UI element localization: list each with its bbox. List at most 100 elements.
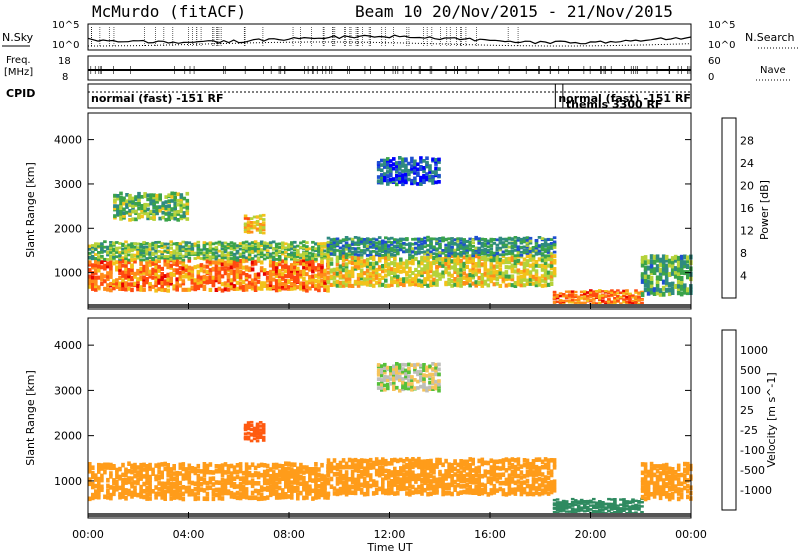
heatmap-cell xyxy=(438,237,442,240)
heatmap-cell xyxy=(520,254,524,257)
heatmap-cell xyxy=(520,481,524,486)
heatmap-cell xyxy=(357,256,361,260)
heatmap-cell xyxy=(278,243,282,246)
heatmap-cell xyxy=(357,469,361,474)
heatmap-cell xyxy=(320,463,324,468)
heatmap-cell xyxy=(97,489,101,494)
heatmap-cell xyxy=(157,255,161,258)
heatmap-cell xyxy=(399,282,403,286)
heatmap-cell xyxy=(197,251,201,254)
heatmap-cell xyxy=(330,477,334,482)
heatmap-cell xyxy=(357,480,361,485)
y-tick-label: 3000 xyxy=(54,178,82,191)
heatmap-cell xyxy=(91,465,95,470)
heatmap-cell xyxy=(100,478,104,483)
colorbar-tick-label: 16 xyxy=(740,202,754,215)
heatmap-cell xyxy=(520,283,524,287)
nsky-label: N.Sky xyxy=(2,31,34,44)
heatmap-cell xyxy=(197,241,201,244)
heatmap-cell xyxy=(317,242,321,245)
heatmap-cell xyxy=(419,182,423,186)
heatmap-cell xyxy=(136,243,140,246)
heatmap-cell xyxy=(103,470,107,475)
heatmap-cell xyxy=(459,259,463,263)
heatmap-cell xyxy=(574,291,578,293)
heatmap-cell xyxy=(158,193,162,197)
heatmap-cell xyxy=(398,171,402,175)
heatmap-cell xyxy=(559,501,563,503)
heatmap-cell xyxy=(136,465,140,470)
heatmap-cell xyxy=(538,250,542,253)
heatmap-cell xyxy=(296,492,300,497)
heatmap-cell xyxy=(109,471,113,476)
heatmap-cell xyxy=(438,484,442,489)
heatmap-cell xyxy=(441,274,445,278)
heatmap-cell xyxy=(499,271,503,275)
heatmap-cell xyxy=(598,297,602,299)
heatmap-cell xyxy=(490,247,494,250)
y-tick-label: 2000 xyxy=(54,222,82,235)
heatmap-cell xyxy=(438,470,442,475)
heatmap-cell xyxy=(157,463,161,468)
heatmap-cell xyxy=(499,459,503,464)
heatmap-cell xyxy=(477,474,481,479)
heatmap-cell xyxy=(502,462,506,467)
heatmap-cell xyxy=(116,204,120,208)
heatmap-cell xyxy=(257,257,261,260)
heatmap-cell xyxy=(151,468,155,473)
heatmap-cell xyxy=(357,237,361,240)
heatmap-cell xyxy=(680,276,684,281)
heatmap-cell xyxy=(333,458,337,463)
heatmap-cell xyxy=(559,295,563,297)
heatmap-cell xyxy=(116,194,120,198)
heatmap-cell xyxy=(402,283,406,287)
heatmap-cell xyxy=(628,510,632,512)
station-title: McMurdo (fitACF) xyxy=(92,2,246,21)
colorbar-tick-label: 28 xyxy=(740,135,754,148)
heatmap-cell xyxy=(317,279,321,283)
heatmap-cell xyxy=(398,161,402,165)
heatmap-cell xyxy=(399,244,403,247)
heatmap-cell xyxy=(459,251,463,254)
heatmap-cell xyxy=(148,496,152,501)
heatmap-cell xyxy=(97,477,101,482)
heatmap-cell xyxy=(580,294,584,296)
heatmap-cell xyxy=(293,241,297,244)
heatmap-cell xyxy=(438,477,442,482)
heatmap-cell xyxy=(296,285,300,289)
heatmap-cell xyxy=(176,203,180,207)
heatmap-cell xyxy=(155,212,159,216)
heatmap-cell xyxy=(417,238,421,241)
heatmap-cell xyxy=(417,457,421,462)
heatmap-cell xyxy=(236,470,240,475)
heatmap-cell xyxy=(157,481,161,486)
heatmap-cell xyxy=(437,379,441,383)
heatmap-cell xyxy=(157,287,161,291)
heatmap-cell xyxy=(538,244,542,247)
heatmap-cell xyxy=(176,199,180,203)
heatmap-cell xyxy=(625,289,629,291)
heatmap-cell xyxy=(97,245,101,248)
heatmap-cell xyxy=(637,296,641,298)
heatmap-cell xyxy=(130,263,134,267)
heatmap-cell xyxy=(520,270,524,274)
heatmap-cell xyxy=(477,281,481,285)
heatmap-cell xyxy=(197,248,201,251)
freq-trace xyxy=(88,66,691,74)
heatmap-cell xyxy=(378,265,382,269)
heatmap-cell xyxy=(317,473,321,478)
heatmap-cell xyxy=(262,423,266,426)
heatmap-cell xyxy=(278,469,282,474)
heatmap-cell xyxy=(378,243,382,246)
heatmap-cell xyxy=(256,215,260,218)
heatmap-cell xyxy=(218,254,222,257)
heatmap-cell xyxy=(580,499,584,501)
nsearch-tick-low: 10^0 xyxy=(708,40,735,51)
heatmap-cell xyxy=(535,239,539,242)
heatmap-cell xyxy=(262,214,266,217)
heatmap-cell xyxy=(157,250,161,253)
heatmap-cell xyxy=(419,156,423,160)
heatmap-cell xyxy=(484,262,488,266)
heatmap-cell xyxy=(175,251,179,254)
heatmap-cell xyxy=(499,473,503,478)
